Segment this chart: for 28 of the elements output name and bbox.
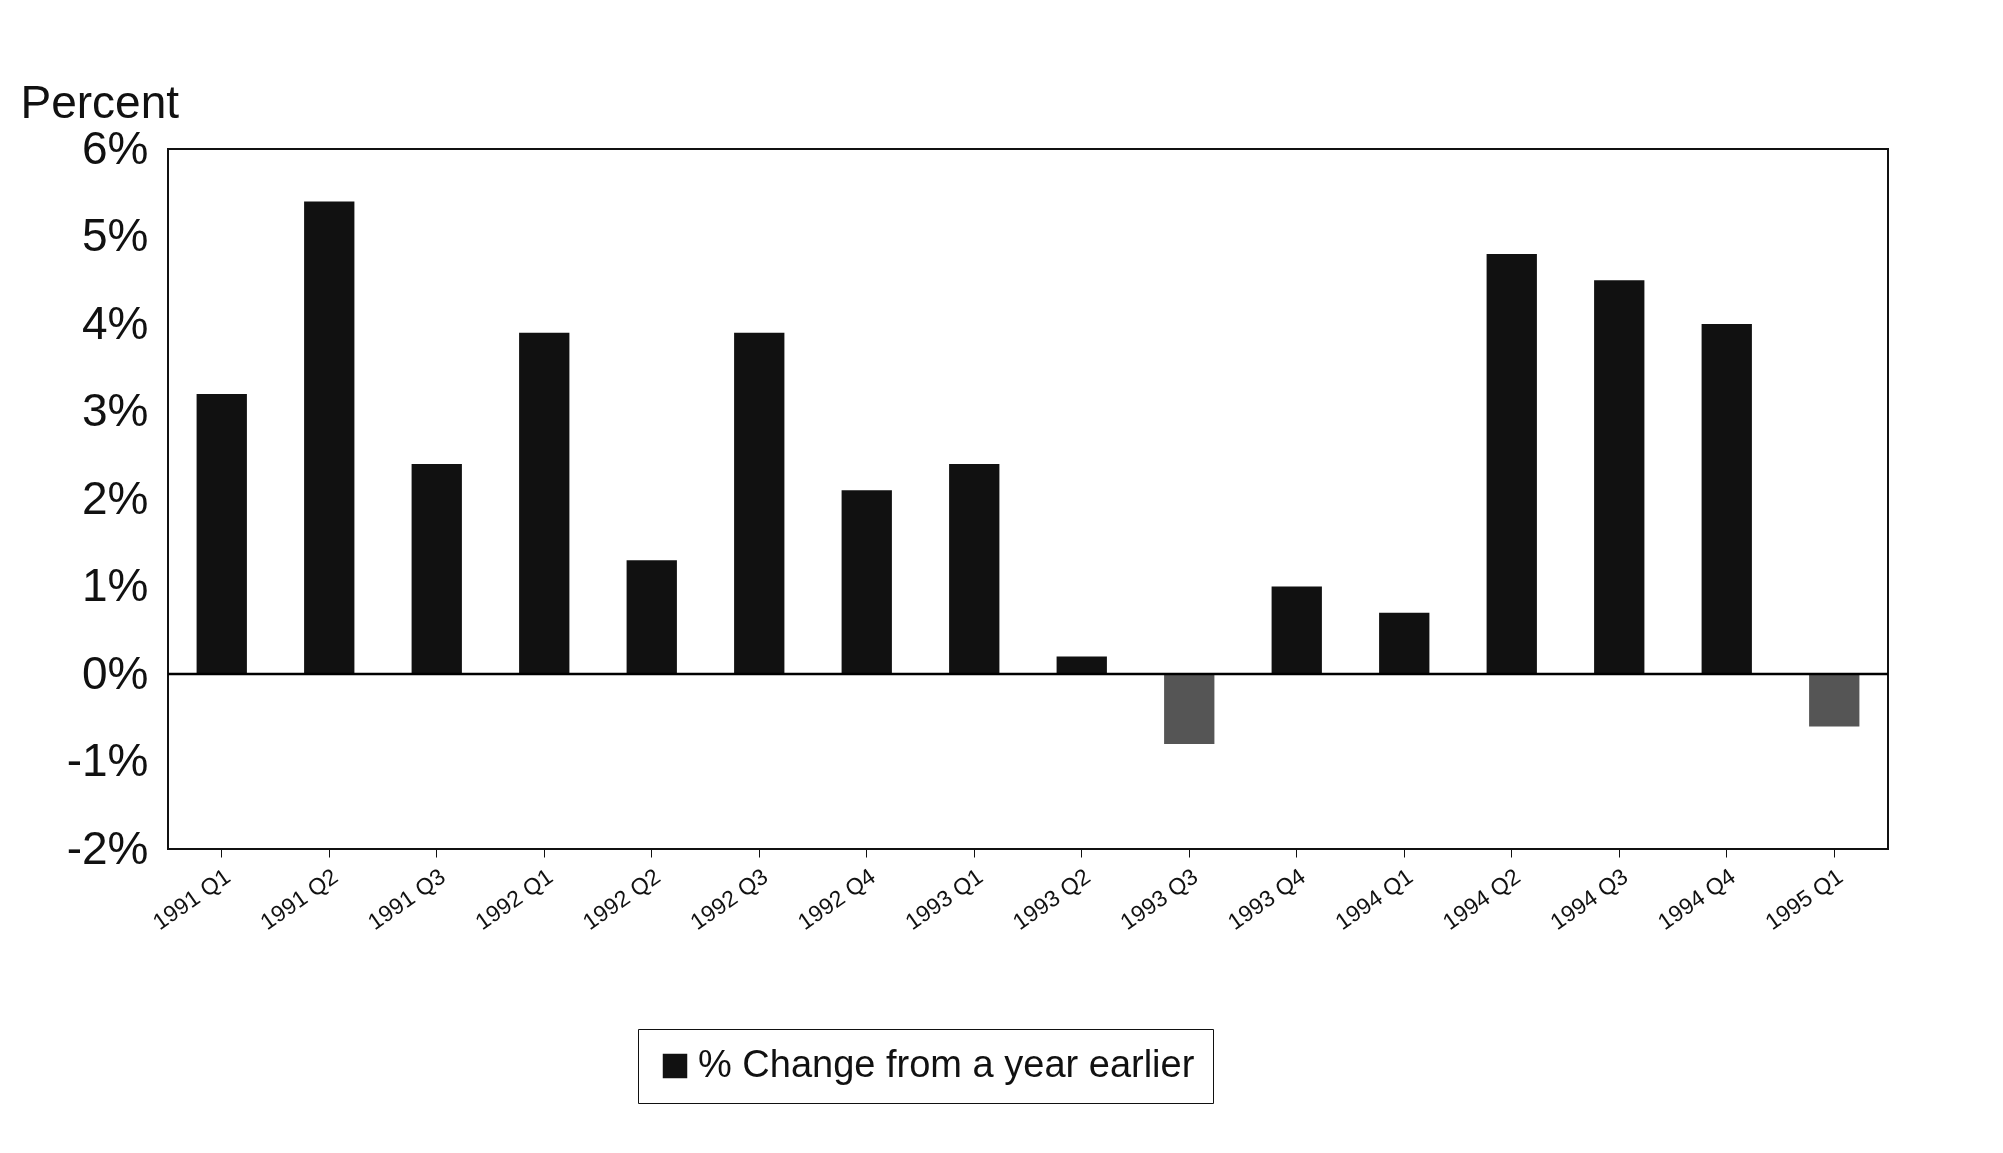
bar bbox=[1379, 612, 1430, 674]
y-tick-label: -1% bbox=[66, 734, 149, 786]
bar bbox=[1594, 280, 1645, 674]
bar bbox=[949, 464, 1000, 674]
bar bbox=[1164, 674, 1215, 744]
x-tick-label: 1991 Q3 bbox=[362, 863, 450, 935]
y-tick-label: 4% bbox=[82, 296, 149, 349]
y-tick-label: -2% bbox=[66, 821, 149, 874]
bar bbox=[841, 490, 892, 674]
bar bbox=[1701, 324, 1752, 674]
y-tick-label: 3% bbox=[82, 384, 149, 436]
legend-label: % Change from a year earlier bbox=[698, 1043, 1195, 1085]
bar bbox=[734, 332, 785, 674]
bar bbox=[626, 560, 677, 674]
x-tick-label: 1991 Q1 bbox=[147, 863, 235, 935]
y-tick-label: 0% bbox=[82, 646, 149, 699]
bar bbox=[1809, 674, 1860, 727]
bar bbox=[196, 394, 247, 674]
bar bbox=[519, 332, 570, 674]
bar bbox=[1271, 586, 1322, 674]
bar bbox=[304, 201, 355, 674]
bar bbox=[411, 464, 462, 674]
y-tick-label: 1% bbox=[82, 559, 149, 611]
x-tick-label: 1991 Q2 bbox=[255, 863, 343, 935]
y-tick-label: 2% bbox=[82, 471, 149, 524]
bar bbox=[1056, 656, 1107, 674]
y-tick-label: 5% bbox=[82, 209, 149, 261]
bar bbox=[1486, 254, 1537, 674]
